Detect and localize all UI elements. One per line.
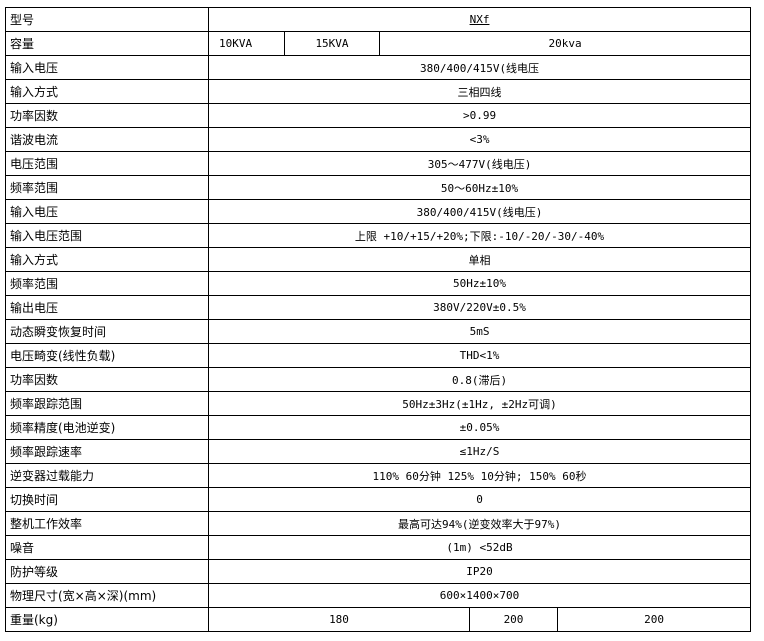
spec-row: 物理尺寸(宽×高×深)(mm) 600×1400×700 — [5, 583, 752, 608]
row-label: 防护等级 — [5, 559, 209, 584]
row-weight: 重量(kg) 180 200 200 — [5, 607, 752, 632]
row-value: 0 — [207, 487, 752, 512]
row-label: 电压范围 — [5, 151, 209, 176]
capacity-20kva: 20kva — [378, 31, 752, 56]
row-label: 功率因数 — [5, 103, 209, 128]
row-label: 切换时间 — [5, 487, 209, 512]
spec-row: 逆变器过载能力 110% 60分钟 125% 10分钟; 150% 60秒 — [5, 463, 752, 488]
row-label: 输入方式 — [5, 79, 209, 104]
spec-row: 频率跟踪速率 ≤1Hz/S — [5, 439, 752, 464]
row-value: THD<1% — [207, 343, 752, 368]
spec-row: 切换时间 0 — [5, 487, 752, 512]
row-value: 0.8(滞后) — [207, 367, 752, 392]
spec-row: 输出电压 380V/220V±0.5% — [5, 295, 752, 320]
row-label: 输入电压 — [5, 55, 209, 80]
spec-row: 电压畸变(线性负载) THD<1% — [5, 343, 752, 368]
spec-row: 防护等级 IP20 — [5, 559, 752, 584]
spec-row: 频率跟踪范围 50Hz±3Hz(±1Hz, ±2Hz可调) — [5, 391, 752, 416]
row-label: 整机工作效率 — [5, 511, 209, 536]
row-label: 动态瞬变恢复时间 — [5, 319, 209, 344]
row-label: 频率精度(电池逆变) — [5, 415, 209, 440]
row-value: 单相 — [207, 247, 752, 272]
row-label: 功率因数 — [5, 367, 209, 392]
row-label: 频率范围 — [5, 175, 209, 200]
spec-row: 输入方式 三相四线 — [5, 79, 752, 104]
spec-row: 谐波电流 <3% — [5, 127, 752, 152]
row-label: 容量 — [5, 31, 209, 56]
row-value: 50Hz±3Hz(±1Hz, ±2Hz可调) — [207, 391, 752, 416]
weight-10kva: 180 — [208, 607, 470, 632]
spec-table: 型号 NXf 容量 10KVA 15KVA 20kva 输入电压 380/400/… — [5, 7, 752, 632]
spec-row: 输入方式 单相 — [5, 247, 752, 272]
row-label: 重量(kg) — [5, 607, 209, 632]
row-value: 5mS — [207, 319, 752, 344]
row-label: 型号 — [5, 7, 209, 32]
spec-row: 整机工作效率 最高可达94%(逆变效率大于97%) — [5, 511, 752, 536]
row-label: 输入电压范围 — [5, 223, 209, 248]
row-label: 输出电压 — [5, 295, 209, 320]
row-label: 逆变器过载能力 — [5, 463, 209, 488]
capacity-10kva: 10KVA — [208, 31, 285, 56]
row-capacity: 容量 10KVA 15KVA 20kva — [5, 31, 752, 56]
row-label: 频率范围 — [5, 271, 209, 296]
row-value: 50～60Hz±10% — [207, 175, 752, 200]
row-label: 频率跟踪速率 — [5, 439, 209, 464]
row-value: 50Hz±10% — [207, 271, 752, 296]
spec-row: 频率范围 50～60Hz±10% — [5, 175, 752, 200]
row-model: 型号 NXf — [5, 7, 752, 32]
row-value: 380V/220V±0.5% — [207, 295, 752, 320]
spec-row: 功率因数 0.8(滞后) — [5, 367, 752, 392]
spec-row: 输入电压 380/400/415V(线电压 — [5, 55, 752, 80]
row-label: 输入方式 — [5, 247, 209, 272]
spec-row: 输入电压范围 上限 +10/+15/+20%;下限:-10/-20/-30/-40… — [5, 223, 752, 248]
spec-row: 噪音 (1m) <52dB — [5, 535, 752, 560]
weight-20kva: 200 — [556, 607, 752, 632]
row-label: 噪音 — [5, 535, 209, 560]
capacity-15kva: 15KVA — [284, 31, 380, 56]
row-label: 谐波电流 — [5, 127, 209, 152]
row-value: 380/400/415V(线电压 — [207, 55, 752, 80]
spec-row: 输入电压 380/400/415V(线电压) — [5, 199, 752, 224]
row-value: ≤1Hz/S — [207, 439, 752, 464]
row-value: IP20 — [207, 559, 752, 584]
spec-row: 动态瞬变恢复时间 5mS — [5, 319, 752, 344]
row-value: 110% 60分钟 125% 10分钟; 150% 60秒 — [207, 463, 752, 488]
row-value: 305～477V(线电压) — [207, 151, 752, 176]
row-value: 三相四线 — [207, 79, 752, 104]
spec-row: 频率精度(电池逆变) ±0.05% — [5, 415, 752, 440]
spec-row: 电压范围 305～477V(线电压) — [5, 151, 752, 176]
model-value: NXf — [469, 13, 490, 26]
row-label: 输入电压 — [5, 199, 209, 224]
row-value: <3% — [207, 127, 752, 152]
row-label: 电压畸变(线性负载) — [5, 343, 209, 368]
row-value: >0.99 — [207, 103, 752, 128]
row-value: 380/400/415V(线电压) — [207, 199, 752, 224]
row-label: 物理尺寸(宽×高×深)(mm) — [5, 583, 209, 608]
row-value: ±0.05% — [207, 415, 752, 440]
row-value: (1m) <52dB — [207, 535, 752, 560]
row-value: 上限 +10/+15/+20%;下限:-10/-20/-30/-40% — [207, 223, 752, 248]
row-label: 频率跟踪范围 — [5, 391, 209, 416]
spec-row: 功率因数 >0.99 — [5, 103, 752, 128]
spec-row: 频率范围 50Hz±10% — [5, 271, 752, 296]
row-value: 600×1400×700 — [207, 583, 752, 608]
row-value: 最高可达94%(逆变效率大于97%) — [207, 511, 752, 536]
weight-15kva: 200 — [469, 607, 558, 632]
